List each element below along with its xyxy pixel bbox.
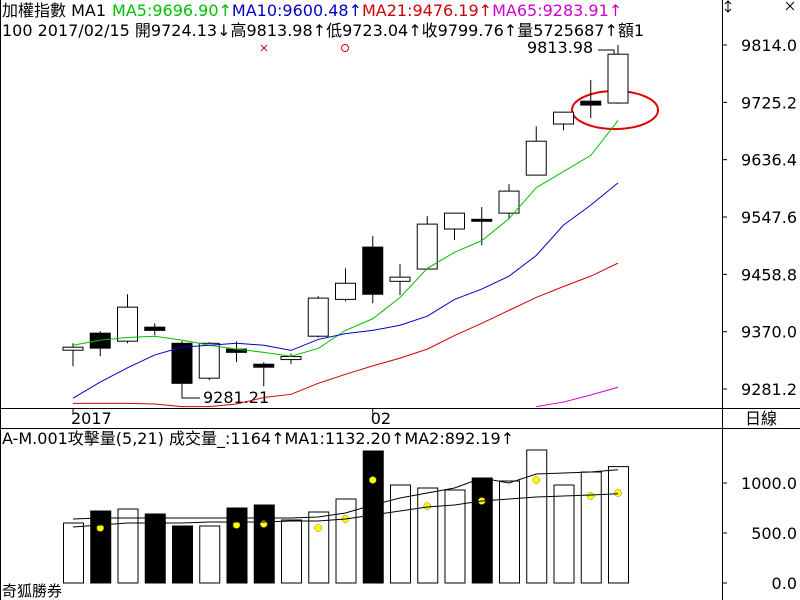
- period-label[interactable]: 日線: [745, 409, 777, 428]
- attack-point: [369, 476, 377, 484]
- candle-body: [444, 212, 465, 230]
- volume-bar: [444, 489, 466, 584]
- volume-bar: [553, 484, 575, 584]
- y-tick-label: 9547.6: [741, 208, 797, 227]
- y-tick-label: 9458.8: [741, 265, 797, 284]
- candle-body: [525, 140, 547, 176]
- volume-bar: [172, 525, 193, 584]
- candle-body: [580, 100, 602, 106]
- candle-body: [62, 346, 84, 351]
- leader-line: [181, 388, 200, 399]
- candle-body: [117, 306, 138, 342]
- volume-bar: [362, 450, 384, 584]
- legend-entry: MA10:9600.48↑: [232, 1, 362, 20]
- volume-bar: [526, 449, 548, 584]
- volume-bar: [308, 511, 330, 584]
- y-tick-label: 1000.0: [741, 474, 797, 493]
- header-line: 加權指數 MA1 MA5:9696.90↑MA10:9600.48↑MA21:94…: [2, 1, 622, 20]
- y-tick-label: 0.0: [772, 574, 797, 593]
- candle-body: [89, 332, 111, 349]
- candle-body: [362, 246, 384, 295]
- volume-bar: [390, 484, 411, 584]
- volume-bar: [281, 519, 302, 584]
- info-line: 100 2017/02/15 開9724.13↓高9813.98↑低9723.0…: [2, 21, 644, 40]
- x-tick-label: 2017: [71, 409, 112, 428]
- attack-point: [614, 489, 622, 497]
- volume-ma-line: [72, 469, 619, 520]
- ma-line: [73, 262, 619, 408]
- volume-bar: [63, 522, 84, 584]
- volume-bar: [144, 513, 166, 584]
- attack-point: [532, 476, 540, 484]
- candle-body: [607, 53, 629, 104]
- attack-point: [423, 502, 431, 510]
- scale-icon[interactable]: [724, 0, 732, 13]
- volume-bar: [499, 480, 520, 584]
- candle-body: [198, 342, 220, 379]
- candle-body: [253, 363, 275, 368]
- attack-point: [314, 524, 322, 532]
- volume-bar: [608, 466, 629, 584]
- volume-bar: [335, 498, 357, 584]
- volume-ma-line: [72, 493, 619, 528]
- y-tick-label: 9814.0: [741, 36, 797, 55]
- candle-body: [280, 356, 302, 361]
- high-annotation: 9813.98: [527, 38, 593, 57]
- volume-bar: [199, 525, 221, 584]
- ma-line: [72, 120, 619, 357]
- cross-marker: [260, 44, 268, 52]
- ma-line: [72, 182, 619, 399]
- volume-bar: [117, 508, 139, 584]
- title: 加權指數 MA1: [2, 1, 106, 20]
- x-tick-label: 02: [371, 409, 391, 428]
- candle-body: [389, 276, 411, 282]
- leader-line: [598, 49, 615, 55]
- volume-bar: [226, 507, 248, 584]
- candle-body: [307, 297, 329, 337]
- candle-body: [416, 223, 438, 270]
- circle-marker: [341, 44, 349, 52]
- y-tick-label: 9636.4: [741, 151, 797, 170]
- candle-body: [144, 326, 166, 331]
- candle-body: [498, 190, 520, 214]
- ma-line: [536, 386, 619, 408]
- candle-body: [471, 218, 493, 222]
- legend-entry: MA21:9476.19↑: [362, 1, 492, 20]
- volume-bar: [471, 477, 493, 584]
- y-tick-label: 9725.2: [741, 93, 797, 112]
- legend-entry: MA65:9283.91↑: [492, 1, 622, 20]
- candle-body: [553, 111, 574, 125]
- volume-bar: [90, 510, 112, 584]
- candle-body: [171, 342, 193, 384]
- close-icon[interactable]: [785, 1, 795, 11]
- attack-point: [587, 492, 595, 500]
- volume-bar: [580, 471, 602, 584]
- legend-entry: MA5:9696.90↑: [112, 1, 232, 20]
- volume-title: A-M.001攻擊量(5,21) 成交量_:1164↑MA1:1132.20↑M…: [2, 429, 514, 449]
- y-tick-label: 9370.0: [741, 323, 797, 342]
- y-tick-label: 500.0: [751, 524, 797, 543]
- volume-bar: [253, 504, 275, 584]
- y-tick-label: 9281.2: [741, 380, 797, 399]
- low-annotation: 9281.21: [203, 388, 269, 407]
- attack-point: [232, 521, 241, 529]
- volume-bar: [417, 487, 439, 584]
- candle-body: [335, 282, 356, 300]
- watermark: 奇狐勝券: [2, 582, 62, 600]
